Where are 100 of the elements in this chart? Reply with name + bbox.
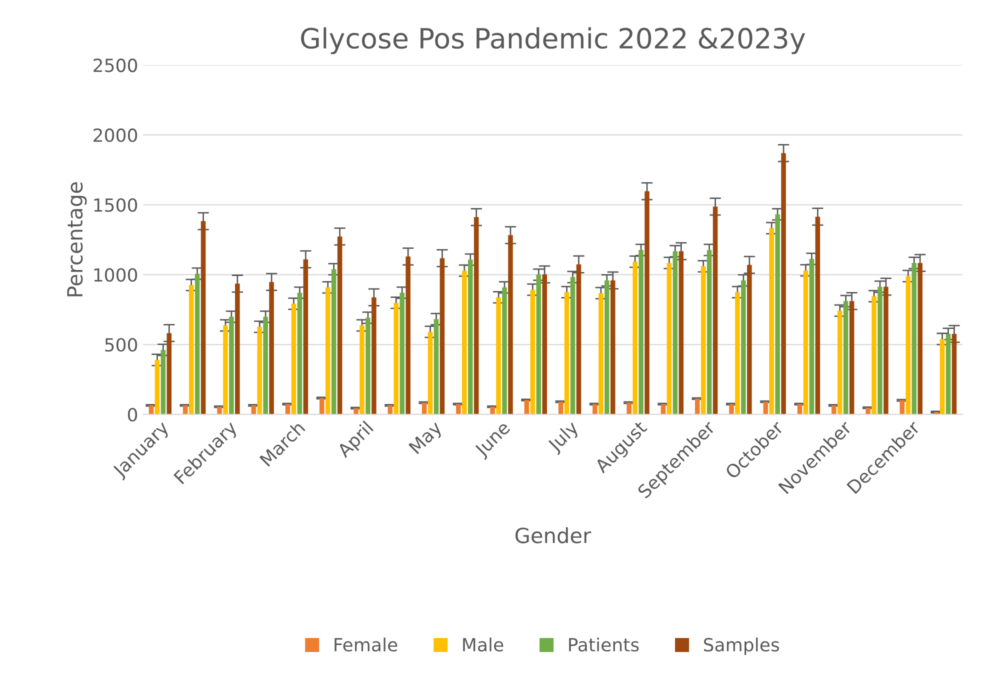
bar	[946, 334, 951, 414]
legend-label: Samples	[704, 638, 780, 656]
bar	[900, 400, 905, 414]
bar	[878, 286, 882, 414]
legend-label: Male	[463, 638, 504, 652]
bar	[320, 398, 324, 414]
bar	[564, 292, 570, 414]
bar	[803, 270, 808, 414]
bar	[530, 290, 536, 414]
bar	[194, 274, 200, 414]
bar	[536, 274, 542, 414]
bar	[700, 266, 706, 414]
bar	[440, 258, 445, 414]
bar	[872, 296, 876, 414]
bar	[325, 287, 330, 414]
bar	[747, 264, 752, 414]
bar	[360, 325, 364, 414]
bar	[166, 333, 172, 414]
y-tick-label: 1000	[94, 268, 138, 282]
bar	[638, 250, 644, 414]
bar	[337, 236, 342, 414]
bar	[542, 274, 548, 414]
bar	[729, 404, 734, 414]
bar	[706, 250, 712, 414]
bar	[626, 402, 632, 414]
bar	[291, 304, 296, 414]
bar	[263, 316, 268, 414]
bar	[160, 350, 166, 414]
bar	[468, 260, 473, 414]
bar	[837, 310, 842, 414]
y-tick-label: 1500	[94, 198, 138, 212]
bar	[906, 276, 911, 414]
bar	[354, 408, 358, 414]
bar	[490, 406, 495, 414]
bar	[735, 292, 740, 414]
bar	[940, 338, 945, 414]
bar	[666, 262, 672, 414]
bar	[508, 235, 513, 414]
bar	[952, 334, 957, 414]
bar	[769, 228, 774, 414]
bar	[297, 292, 302, 414]
bar	[462, 270, 467, 414]
bar	[797, 404, 802, 414]
bar	[815, 216, 820, 414]
bar	[832, 405, 836, 414]
bar	[781, 153, 786, 414]
bar	[251, 405, 256, 414]
bar	[644, 191, 650, 414]
bar	[712, 206, 718, 414]
bar	[660, 404, 666, 414]
bar	[217, 406, 222, 414]
legend-label: Patients	[569, 638, 639, 652]
y-tick-label: 2000	[94, 128, 138, 142]
bar	[809, 258, 814, 414]
bar	[694, 398, 700, 414]
bar	[866, 408, 870, 414]
bar	[188, 285, 194, 414]
bar	[496, 297, 501, 414]
bar	[604, 280, 610, 414]
bar	[285, 404, 290, 414]
bar	[524, 400, 530, 414]
bar	[456, 404, 461, 414]
bar	[372, 297, 376, 414]
x-axis-title: Gender	[516, 527, 592, 544]
bar	[918, 262, 922, 414]
bar	[672, 251, 678, 414]
bar	[428, 332, 433, 414]
bar	[257, 326, 262, 414]
bar	[303, 259, 308, 414]
bar	[592, 404, 598, 414]
chart-title: Glycose Pos Pandemic 2022 &2023y	[301, 27, 806, 54]
bar	[502, 287, 507, 414]
bar	[434, 319, 439, 414]
bar	[741, 280, 746, 414]
bar	[912, 262, 916, 414]
bar	[474, 217, 479, 414]
bar	[331, 269, 336, 414]
bar	[849, 301, 854, 414]
bar	[269, 282, 274, 414]
bar	[422, 402, 427, 414]
bar	[576, 264, 582, 414]
bar	[843, 301, 848, 414]
legend-label: Female	[334, 638, 398, 652]
y-tick-label: 0	[128, 408, 138, 422]
bar	[223, 325, 228, 414]
bar	[763, 402, 768, 414]
bar	[570, 277, 576, 414]
bar	[884, 286, 888, 414]
bar	[154, 360, 160, 414]
y-axis-title: Percentage	[67, 182, 87, 296]
bar	[200, 221, 206, 414]
bar	[558, 402, 564, 414]
bar	[632, 262, 638, 414]
bar	[775, 214, 780, 414]
bar	[366, 318, 370, 414]
bar	[610, 280, 616, 414]
y-tick-label: 500	[105, 338, 138, 352]
y-tick-label: 2500	[94, 58, 138, 72]
bar	[235, 284, 240, 414]
bar	[400, 292, 404, 414]
